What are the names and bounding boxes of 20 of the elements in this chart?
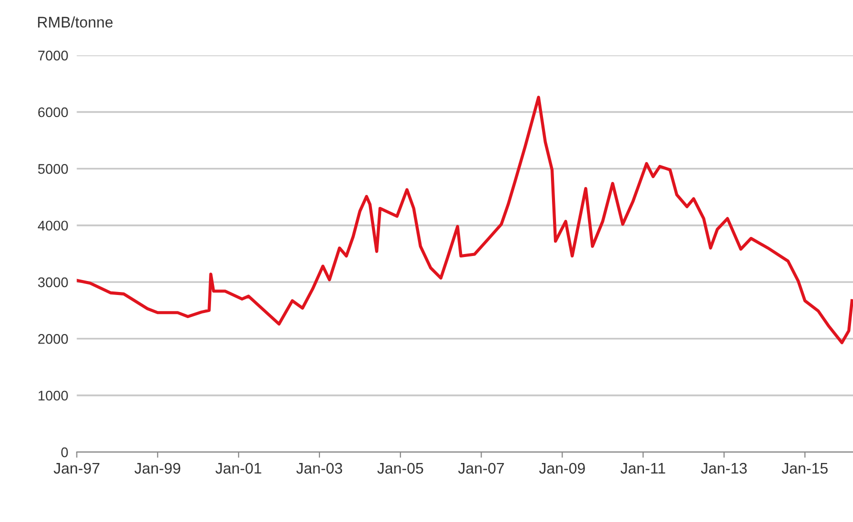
y-tick-label: 6000: [38, 107, 68, 118]
x-tick-label: Jan-15: [782, 463, 828, 474]
x-tick-label: Jan-97: [54, 462, 100, 474]
y-tick-label: 2000: [38, 334, 68, 344]
x-tick-label: Jan-99: [134, 462, 180, 474]
y-tick-label: 4000: [38, 220, 68, 231]
y-tick-label: 7000: [38, 50, 68, 60]
x-tick-label: Jan-13: [700, 462, 747, 474]
x-tick-label: Jan-07: [458, 462, 504, 474]
line-series: [76, 96, 853, 344]
x-tick-label: Jan-05: [377, 462, 424, 474]
y-tick-label: 0: [61, 447, 68, 458]
y-axis-title: RMB/tonne: [38, 16, 113, 28]
x-tick-label: Jan-09: [539, 462, 585, 474]
x-tick-label: Jan-01: [215, 462, 262, 474]
y-tick-label: 1000: [38, 390, 68, 401]
x-tick-label: Jan-11: [620, 463, 666, 474]
y-tick-label: 3000: [38, 277, 68, 288]
x-tick-label: Jan-03: [296, 462, 342, 474]
y-tick-label: 5000: [38, 164, 68, 174]
